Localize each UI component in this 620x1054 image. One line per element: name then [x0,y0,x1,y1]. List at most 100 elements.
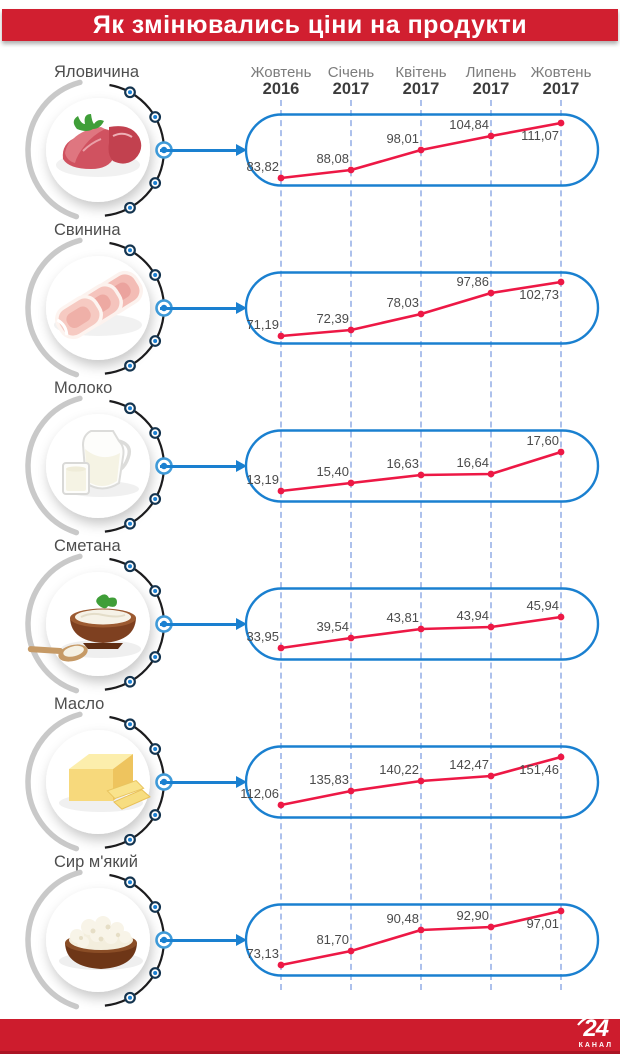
timeline-node-icon [124,201,136,214]
value-label: 90,48 [386,911,419,926]
data-point [417,310,425,318]
title-banner: Як змінювались ціни на продукти [2,9,618,41]
column-year-label: 2016 [262,80,300,98]
value-label: 13,19 [246,472,279,487]
connector-arrow-icon [236,460,247,472]
timeline-node-icon [124,833,136,846]
connector-line [160,780,238,784]
data-point [487,289,495,297]
column-month-label: Жовтень [530,64,592,81]
product-label: Свинина [54,221,121,239]
timeline-node-icon [124,402,136,415]
value-label: 16,63 [386,456,419,471]
chart-capsule [244,271,600,345]
value-label: 142,47 [449,757,489,772]
channel-24-logo: 24 КАНАЛ [576,1013,614,1049]
decor-gray-arc [25,869,83,1010]
data-point [347,947,355,955]
data-point [417,471,425,479]
vertical-gridline [280,100,282,990]
timeline-node-icon [124,560,136,573]
data-point [277,644,285,652]
data-point [487,923,495,931]
data-point [417,146,425,154]
data-point [277,801,285,809]
decor-gray-arc [25,395,83,536]
data-point [277,332,285,340]
butter-icon [25,711,173,852]
sour-cream-icon [25,553,173,694]
data-point [557,907,565,915]
connector-line [160,306,238,310]
product-art [59,916,143,970]
data-point [277,487,285,495]
timeline-node-icon [124,991,136,1004]
timeline-node-icon [149,585,162,597]
data-point [557,613,565,621]
timeline-node-icon [149,809,162,821]
timeline-node-icon [149,111,162,123]
column-header: Квітень 2017 [373,65,469,98]
chart-capsule [244,903,600,977]
logo-number: 24 [583,1015,609,1042]
decor-gray-arc [25,553,83,694]
data-point [557,448,565,456]
value-label: 135,83 [309,772,349,787]
price-chart: 83,82 88,08 98,01 104,84 111,07 [244,113,600,187]
data-point [487,623,495,631]
decor-gray-arc [25,237,83,378]
timeline-node-icon [124,359,136,372]
timeline-node-icon [124,244,136,257]
timeline-node-icon [149,427,162,439]
value-label: 16,64 [456,455,489,470]
chart-capsule [244,745,600,819]
timeline-node-icon [149,335,162,347]
data-point [347,787,355,795]
data-point [557,278,565,286]
value-label: 111,07 [521,128,559,143]
timeline-node-icon [149,901,162,913]
value-label: 97,86 [456,274,489,289]
value-label: 17,60 [526,433,559,448]
connector-arrow-icon [236,618,247,630]
column-year-label: 2017 [402,80,440,98]
vertical-gridline [350,100,352,990]
pork-icon [25,237,173,378]
value-label: 33,95 [246,629,279,644]
value-label: 83,82 [246,159,279,174]
product-art [27,594,141,662]
timeline-node-icon [124,517,136,530]
product-label: Сметана [54,537,121,555]
logo-swoosh-icon [576,1013,614,1026]
product-art [62,430,139,497]
vertical-gridline [490,100,492,990]
chart-capsule [244,587,600,661]
timeline-node-icon [149,177,162,189]
timeline-node-icon [149,967,162,979]
price-chart: 73,13 81,70 90,48 92,90 97,01 [244,903,600,977]
data-point [487,470,495,478]
chart-capsule [244,113,600,187]
connector-arrow-icon [236,144,247,156]
data-point [417,625,425,633]
value-label: 112,06 [240,786,279,801]
column-month-label: Січень [327,64,375,81]
footer-bar: 24 КАНАЛ [0,1013,620,1054]
soft-cheese-icon [25,869,173,1010]
value-label: 104,84 [449,117,489,132]
column-year-label: 2017 [472,80,510,98]
chart-capsule [244,429,600,503]
value-label: 81,70 [316,932,349,947]
connector-line [160,464,238,468]
logo-text: КАНАЛ [578,1042,613,1049]
product-art [54,270,143,340]
product-label: Масло [54,695,105,713]
timeline-node-icon [124,675,136,688]
value-label: 45,94 [526,598,559,613]
timeline-node-icon [124,86,136,99]
value-label: 43,94 [456,608,489,623]
data-point [347,634,355,642]
data-point [347,326,355,334]
beef-icon [25,79,173,220]
